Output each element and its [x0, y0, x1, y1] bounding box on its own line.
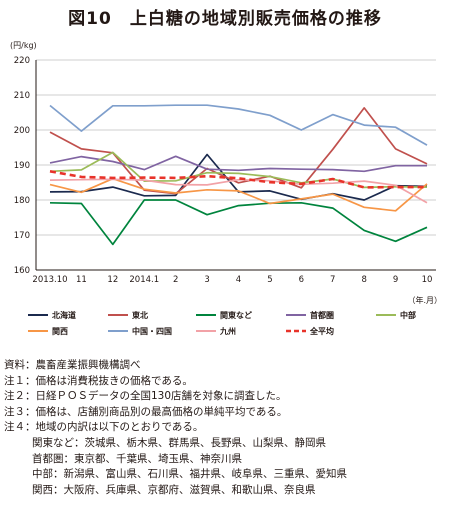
y-tick-label: 170 — [14, 231, 30, 241]
x-tick-label: 2013.10 — [32, 275, 67, 285]
legend-label: 中部 — [400, 310, 416, 320]
note-line: 注２：日経ＰＯＳデータの全国130店舗を対象に調査した。 — [4, 389, 448, 405]
legend-label: 中国・四国 — [132, 326, 172, 336]
x-tick-label: 2 — [173, 275, 178, 285]
x-tick-label: 6 — [299, 275, 304, 285]
region-line: 関西：大阪府、兵庫県、京都府、滋賀県、和歌山県、奈良県 — [32, 483, 316, 496]
note-line: 資料：農畜産業振興機構調べ — [4, 358, 448, 374]
legend-label: 北海道 — [52, 310, 76, 320]
x-tick-label: 7 — [330, 275, 335, 285]
x-tick-label: 11 — [76, 275, 87, 285]
x-tick-label: 12 — [107, 275, 118, 285]
x-tick-label: 4 — [236, 275, 241, 285]
note-text: 価格は、店舗別商品別の最高価格の単純平均である。 — [35, 405, 288, 418]
legend-label: 関東など — [220, 310, 252, 320]
y-tick-label: 210 — [14, 91, 30, 101]
note-label: 注３： — [4, 405, 36, 418]
x-axis-unit: （年.月） — [407, 295, 442, 305]
series-lines — [49, 104, 428, 246]
legend-label: 東北 — [132, 310, 148, 320]
legend-label: 関西 — [52, 326, 68, 336]
legend-label: 九州 — [219, 326, 236, 336]
y-tick-label: 200 — [14, 126, 30, 136]
note-label: 注２： — [4, 390, 36, 403]
note-line: 注３：価格は、店舗別商品別の最高価格の単純平均である。 — [4, 405, 448, 421]
region-line: 首都圏：東京都、千葉県、埼玉県、神奈川県 — [32, 452, 242, 465]
region-line: 中部：新潟県、富山県、石川県、福井県、岐阜県、三重県、愛知県 — [32, 468, 347, 481]
note-text: 農畜産業振興機構調べ — [35, 359, 141, 371]
note-text: 日経ＰＯＳデータの全国130店舗を対象に調査した。 — [35, 390, 287, 403]
series-line-関東など — [49, 199, 428, 246]
y-tick-label: 160 — [14, 266, 30, 276]
series-line-中部 — [49, 151, 428, 189]
page-title: 図10 上白糖の地域別販売価格の推移 — [68, 9, 382, 29]
x-tick-label: 3 — [204, 275, 209, 285]
series-line-九州 — [49, 178, 428, 204]
note-text: 地域の内訳は以下のとおりである。 — [35, 421, 204, 434]
note-line: 注４：地域の内訳は以下のとおりである。 — [4, 420, 448, 436]
x-tick-label: 8 — [361, 275, 366, 285]
region-line: 関東など：茨城県、栃木県、群馬県、長野県、山梨県、静岡県 — [32, 436, 326, 449]
x-tick-label: 9 — [393, 275, 398, 285]
series-line-全平均 — [49, 170, 427, 189]
series-line-中国・四国 — [49, 104, 428, 146]
x-tick-label: 2014.1 — [129, 275, 159, 285]
note-line: 注１：価格は消費税抜きの価格である。 — [4, 374, 448, 390]
series-line-北海道 — [49, 153, 428, 201]
y-tick-label: 190 — [14, 161, 30, 171]
note-label: 資料： — [4, 359, 36, 371]
x-tick-label: 5 — [267, 275, 272, 285]
legend-label: 全平均 — [309, 326, 334, 336]
note-label: 注４： — [4, 421, 36, 434]
legend-label: 首都圏 — [310, 310, 334, 320]
notes-block: 資料：農畜産業振興機構調べ 注１：価格は消費税抜きの価格である。 注２：日経ＰＯＳデ… — [4, 358, 448, 498]
gridlines — [36, 59, 436, 271]
series-line-首都圏 — [49, 155, 427, 173]
y-axis-unit: (円/kg) — [10, 41, 37, 50]
x-tick-label: 10 — [422, 275, 433, 285]
note-text: 価格は消費税抜きの価格である。 — [35, 374, 193, 387]
y-tick-label: 180 — [14, 196, 30, 206]
note-label: 注１： — [4, 374, 36, 387]
y-tick-label: 220 — [14, 56, 30, 66]
